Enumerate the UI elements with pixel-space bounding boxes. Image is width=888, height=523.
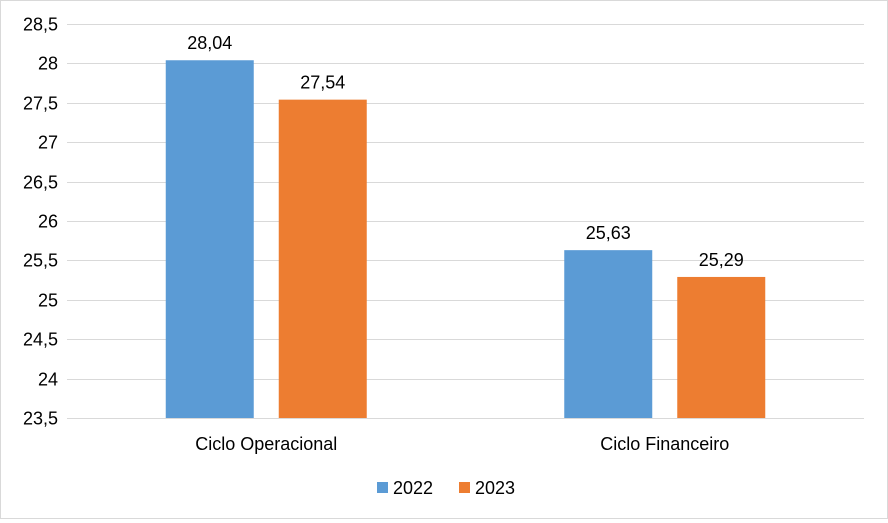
- data-label: 25,63: [586, 223, 631, 243]
- data-labels: 28,04 27,54 25,63 25,29: [187, 33, 744, 270]
- y-tick-label: 28: [38, 54, 58, 74]
- y-tick-label: 23,5: [23, 409, 58, 429]
- y-tick-label: 26: [38, 212, 58, 232]
- y-tick-label: 24: [38, 370, 58, 390]
- legend-label: 2023: [475, 478, 515, 498]
- y-tick-label: 26,5: [23, 173, 58, 193]
- y-tick-label: 25: [38, 291, 58, 311]
- data-label: 28,04: [187, 33, 232, 53]
- bar-2022: [564, 250, 653, 418]
- legend-label: 2022: [393, 478, 433, 498]
- y-tick-label: 27,5: [23, 94, 58, 114]
- legend: 2022 2023: [377, 478, 515, 498]
- bar-2023: [677, 276, 766, 418]
- y-tick-label: 25,5: [23, 251, 58, 271]
- y-tick-label: 24,5: [23, 330, 58, 350]
- y-axis-tick-labels: 23,5 24 24,5 25 25,5 26 26,5 27 27,5 28 28,5: [23, 15, 58, 429]
- y-tick-label: 28,5: [23, 15, 58, 35]
- x-tick-label: Ciclo Financeiro: [600, 434, 729, 454]
- bars: [165, 60, 766, 419]
- y-tick-label: 27: [38, 133, 58, 153]
- x-tick-label: Ciclo Operacional: [195, 434, 337, 454]
- legend-swatch-2022: [377, 482, 388, 493]
- x-axis-tick-labels: Ciclo Operacional Ciclo Financeiro: [195, 434, 729, 454]
- data-label: 27,54: [300, 73, 345, 93]
- legend-swatch-2023: [459, 482, 470, 493]
- bar-2022: [165, 60, 254, 419]
- data-label: 25,29: [699, 250, 744, 270]
- bar-2023: [278, 99, 367, 418]
